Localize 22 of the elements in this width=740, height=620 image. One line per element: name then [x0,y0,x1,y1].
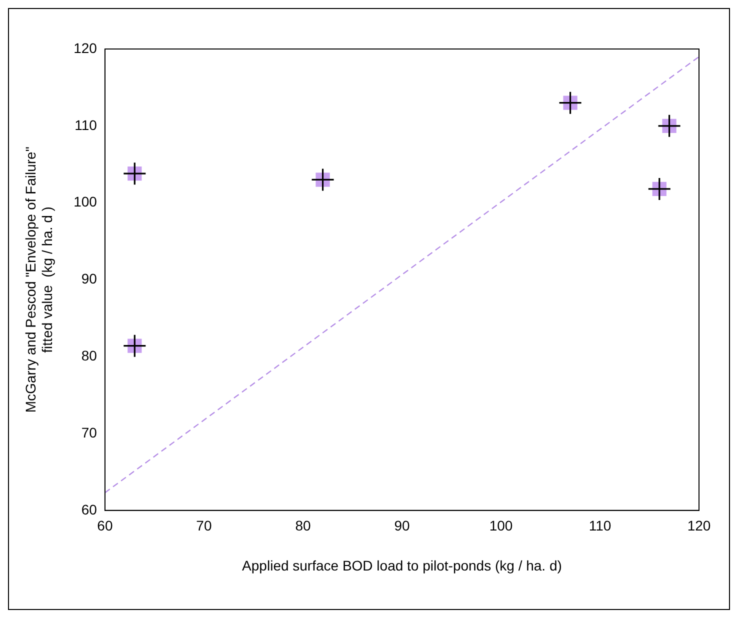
point [312,168,334,191]
y-tick-label: 70 [81,424,98,440]
point [658,114,680,137]
y-axis-title: McGarry and Pescod "Envelope of Failure" fitted value (kg / ha. d ) [22,146,56,413]
x-axis-title: Applied surface BOD load to pilot-ponds (kg / ha. d) [242,557,562,574]
x-tick-label: 100 [489,518,513,534]
point [648,178,670,200]
x-tick-label: 90 [394,518,410,534]
x-tick-label: 120 [687,518,711,534]
y-tick-label: 110 [74,116,98,133]
point [559,92,582,114]
y-tick-label: 100 [74,194,98,210]
point [124,162,146,185]
x-tick-label: 110 [588,518,612,534]
y-tick-label: 120 [74,40,98,56]
point [124,334,146,357]
y-tick-label: 60 [81,501,98,518]
x-tick-label: 80 [295,518,311,534]
x-tick-label: 70 [196,518,212,534]
x-tick-label: 60 [97,518,113,534]
y-tick-label: 90 [81,270,98,287]
y-tick-label: 80 [81,347,98,364]
